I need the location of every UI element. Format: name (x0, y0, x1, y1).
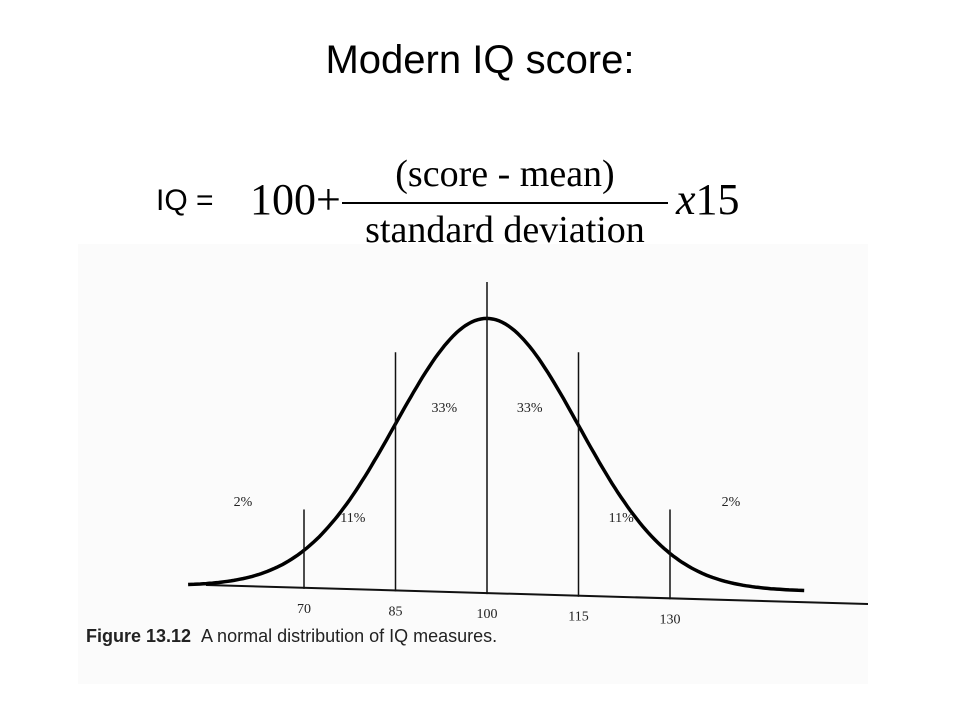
distribution-plot: 70 85 100 115 130 2% 11% 33% 33% 11% 2% (188, 282, 868, 627)
scanned-page-background (78, 244, 868, 684)
region-label-0: 2% (234, 495, 253, 510)
tick-label-100: 100 (477, 607, 498, 622)
tick-label-85: 85 (389, 604, 403, 619)
region-label-4: 11% (609, 511, 634, 526)
multiplier-value: 15 (695, 175, 740, 224)
tick-label-70: 70 (297, 602, 311, 617)
region-label-5: 2% (722, 495, 741, 510)
figure-number: Figure 13.12 (86, 626, 192, 646)
tick-label-115: 115 (568, 610, 588, 625)
figure-caption: Figure 13.12 A normal distribution of IQ … (86, 626, 497, 647)
tick-label-130: 130 (660, 612, 681, 627)
multiplier-symbol: x (676, 175, 696, 224)
formula-lhs: IQ = (156, 184, 214, 217)
region-label-2: 33% (431, 401, 457, 416)
region-label-1: 11% (340, 511, 365, 526)
figure-caption-text: A normal distribution of IQ measures. (201, 626, 498, 646)
region-label-3: 33% (517, 401, 543, 416)
fraction-bar (342, 202, 668, 204)
formula-constant: 100+ (250, 175, 341, 224)
baseline-axis (205, 584, 868, 605)
bell-curve (188, 316, 805, 593)
formula-multiplier: x15 (676, 174, 740, 225)
slide-title: Modern IQ score: (325, 38, 635, 82)
normal-distribution-figure: 70 85 100 115 130 2% 11% 33% 33% 11% 2% Figure 13… (78, 244, 868, 684)
formula-numerator: (score - mean) (395, 153, 615, 195)
